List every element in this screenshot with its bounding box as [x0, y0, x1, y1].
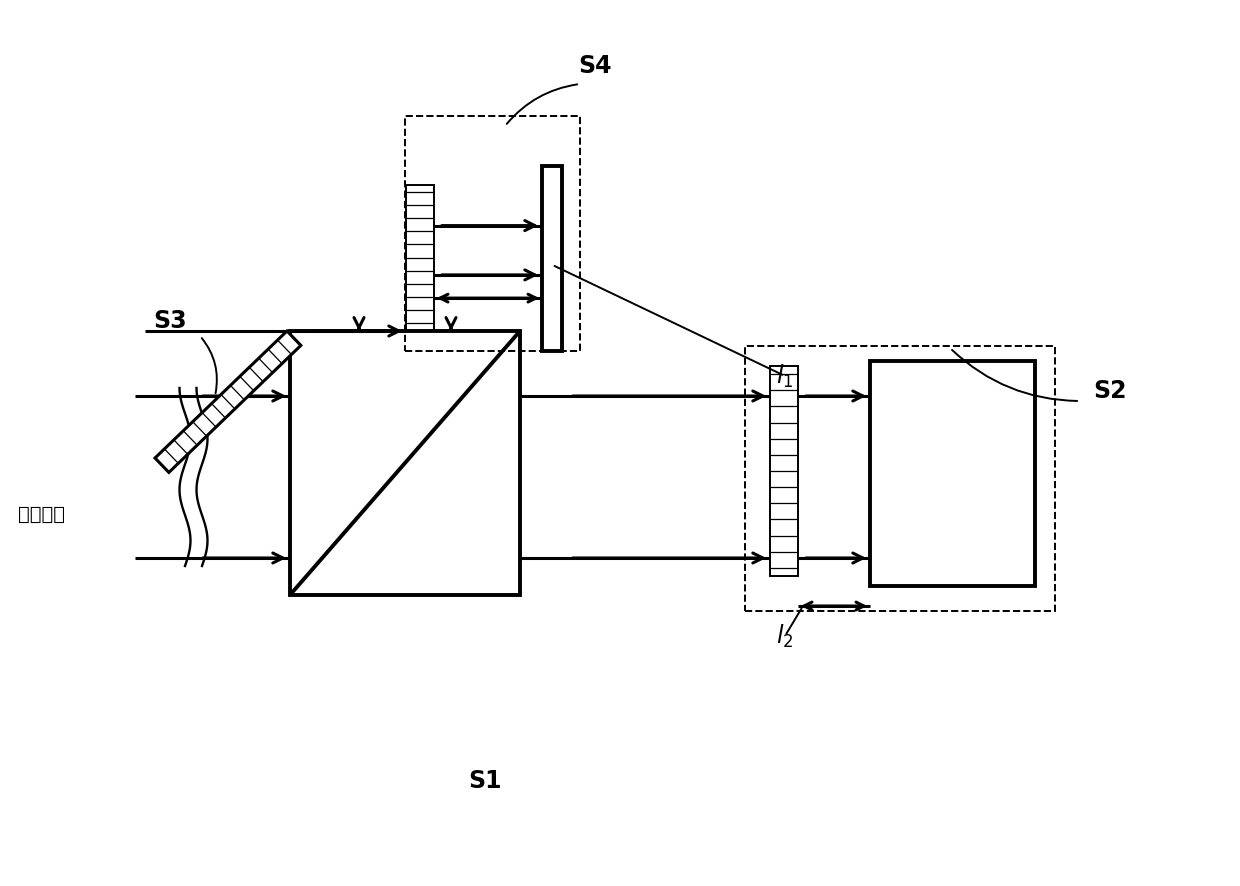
Text: S4: S4	[578, 54, 611, 78]
Bar	[405, 185, 434, 330]
Text: $l_1$: $l_1$	[776, 362, 794, 390]
Bar	[870, 361, 1035, 586]
Text: $l_2$: $l_2$	[776, 622, 794, 649]
Text: S1: S1	[469, 769, 502, 793]
Bar	[770, 366, 799, 576]
Polygon shape	[155, 331, 301, 472]
Bar	[405, 116, 580, 351]
Bar	[290, 331, 520, 595]
Bar	[542, 166, 562, 351]
Text: 待测波前: 待测波前	[19, 504, 64, 524]
Text: S3: S3	[154, 309, 187, 333]
Bar	[745, 346, 1055, 611]
Text: S2: S2	[1094, 379, 1127, 403]
